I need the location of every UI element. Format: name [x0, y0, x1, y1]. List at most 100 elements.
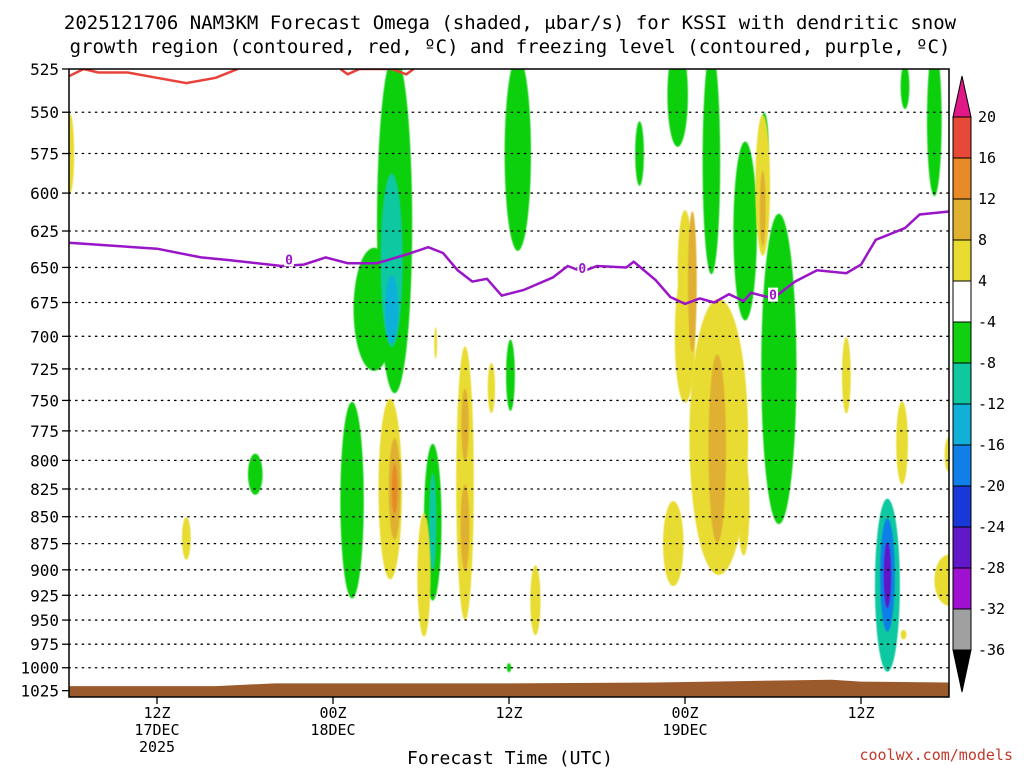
omega-cell-39 — [687, 211, 697, 353]
colorbar-band-5 — [952, 444, 972, 487]
omega-cell-48 — [900, 629, 907, 640]
y-tick-label-1000: 1000 — [20, 659, 59, 678]
omega-cell-42 — [737, 455, 750, 556]
omega-cell-26 — [417, 513, 431, 637]
colorbar-low-arrow — [952, 649, 972, 693]
colorbar-label-8: -4 — [978, 313, 996, 331]
omega-cell-33 — [434, 327, 438, 359]
omega-cell-37 — [708, 354, 727, 544]
colorbar-band-11 — [952, 198, 972, 241]
y-tick-label-950: 950 — [30, 611, 59, 630]
omega-cell-43 — [841, 337, 851, 414]
colorbar-label-3: -24 — [978, 518, 1005, 536]
colorbar-band-4 — [952, 485, 972, 528]
plot-area: 0 0 0 — [69, 69, 949, 697]
omega-cell-12 — [702, 69, 721, 275]
x-tick-label-2-1: 12Z — [495, 704, 522, 722]
y-tick-label-875: 875 — [30, 535, 59, 554]
y-tick-label-925: 925 — [30, 586, 59, 605]
y-tick-label-625: 625 — [30, 222, 59, 241]
omega-cell-47 — [69, 113, 75, 194]
colorbar-label-2: -28 — [978, 559, 1005, 577]
omega-cell-30 — [487, 362, 496, 414]
y-tick-label-750: 750 — [30, 391, 59, 410]
dendritic-growth-zone-contour — [69, 69, 239, 85]
x-tick-label-4-1: 12Z — [847, 704, 874, 722]
omega-cell-28 — [460, 484, 470, 571]
colorbar-band-1 — [952, 608, 972, 651]
colorbar-high-arrow — [952, 75, 972, 118]
colorbar-label-0: -36 — [978, 641, 1005, 659]
omega-cell-11 — [733, 141, 757, 321]
omega-cell-31 — [530, 565, 541, 636]
omega-cell-17 — [900, 69, 910, 110]
colorbar-label-1: -32 — [978, 600, 1005, 618]
colorbar-band-10 — [952, 239, 972, 282]
freezing-label-bg-2 — [768, 287, 778, 302]
freezing-label-bg-1 — [577, 260, 588, 275]
colorbar-label-6: -12 — [978, 395, 1005, 413]
omega-cell-14 — [635, 121, 644, 186]
omega-cell-13 — [667, 69, 688, 147]
omega-cell-9 — [429, 473, 437, 572]
y-tick-label-525: 525 — [30, 60, 59, 79]
x-axis-title: Forecast Time (UTC) — [407, 748, 613, 768]
y-tick-label-900: 900 — [30, 561, 59, 580]
colorbar-label-13: 20 — [978, 108, 996, 126]
omega-cell-27 — [456, 346, 474, 621]
colorbar-band-9 — [952, 280, 972, 323]
colorbar-band-3 — [952, 526, 972, 569]
x-tick-label-3-2: 19DEC — [662, 721, 707, 739]
y-tick-label-725: 725 — [30, 360, 59, 379]
y-tick-label-575: 575 — [30, 145, 59, 164]
omega-cell-38 — [663, 501, 684, 587]
colorbar-label-10: 8 — [978, 231, 987, 249]
omega-colorbar: -36 -32 -28 -24 -20 -16 -12 -8 -4 4 8 12 16 20 — [952, 75, 1005, 693]
freezing-label-2: 0 — [769, 289, 777, 304]
dendritic-growth-zone-contour-2 — [339, 69, 415, 76]
colorbar-label-5: -16 — [978, 436, 1005, 454]
colorbar-band-13 — [952, 116, 972, 159]
x-tick-label-0-2: 17DEC — [134, 721, 179, 739]
colorbar-band-7 — [952, 362, 972, 405]
omega-cell-41 — [759, 170, 766, 247]
ground-surface — [69, 679, 949, 697]
x-tick-label-0-1: 12Z — [143, 704, 170, 722]
colorbar-label-11: 12 — [978, 190, 996, 208]
omega-cell-7 — [247, 453, 263, 495]
colorbar-band-12 — [952, 157, 972, 200]
omega-cell-46 — [944, 437, 949, 473]
omega-cell-5 — [506, 339, 515, 411]
colorbar-band-2 — [952, 567, 972, 610]
freezing-level-labels: 0 0 0 — [284, 252, 778, 304]
chart-title-line-2: growth region (contoured, red, ºC) and f… — [70, 36, 951, 58]
y-tick-label-700: 700 — [30, 327, 59, 346]
freezing-label-bg-0 — [284, 252, 294, 267]
colorbar-label-4: -20 — [978, 477, 1005, 495]
omega-cell-45 — [934, 554, 949, 606]
y-tick-label-600: 600 — [30, 184, 59, 203]
y-tick-label-975: 975 — [30, 635, 59, 654]
x-tick-label-1-1: 00Z — [319, 704, 346, 722]
omega-cell-29 — [461, 388, 469, 462]
colorbar-label-12: 16 — [978, 149, 996, 167]
y-tick-label-650: 650 — [30, 258, 59, 277]
omega-cell-25 — [391, 464, 398, 514]
omega-cell-6 — [340, 401, 364, 599]
y-tick-label-675: 675 — [30, 294, 59, 313]
omega-cell-32 — [181, 516, 191, 560]
y-tick-label-775: 775 — [30, 422, 59, 441]
omega-cell-19 — [506, 663, 512, 673]
chart-title-line-1: 2025121706 NAM3KM Forecast Omega (shaded… — [64, 12, 957, 34]
freezing-label-0: 0 — [285, 253, 293, 268]
omega-shading-layer — [69, 69, 949, 673]
y-tick-label-825: 825 — [30, 480, 59, 499]
y-tick-label-850: 850 — [30, 508, 59, 527]
colorbar-label-7: -8 — [978, 354, 996, 372]
omega-cell-4 — [504, 69, 531, 251]
colorbar-label-9: 4 — [978, 272, 987, 290]
y-tick-label-1025: 1025 — [20, 682, 59, 701]
y-tick-label-550: 550 — [30, 103, 59, 122]
